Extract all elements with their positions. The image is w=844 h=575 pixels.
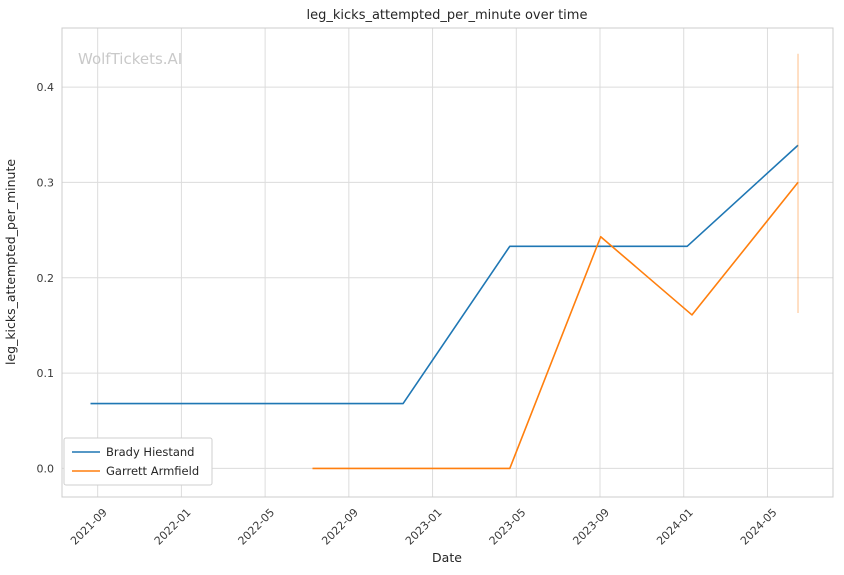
series-line-brady-hiestand xyxy=(90,144,799,405)
legend: Brady Hiestand Garrett Armfield xyxy=(63,437,213,486)
x-axis-label: Date xyxy=(432,550,462,565)
x-tick-label: 2023-01 xyxy=(403,506,445,548)
y-tick-label: 0.1 xyxy=(37,367,55,380)
legend-box xyxy=(63,437,213,486)
x-tick-label: 2022-05 xyxy=(236,506,278,548)
x-tick-label: 2023-05 xyxy=(487,506,529,548)
x-tick-label: 2023-09 xyxy=(570,506,612,548)
chart-title: leg_kicks_attempted_per_minute over time xyxy=(307,8,588,23)
y-tick-label: 0.4 xyxy=(37,81,55,94)
plot-border xyxy=(61,27,834,498)
y-tick-label: 0.0 xyxy=(37,462,55,475)
x-tick-label: 2024-01 xyxy=(654,506,696,548)
x-tick-label: 2024-05 xyxy=(738,506,780,548)
x-tick-label: 2021-09 xyxy=(68,506,110,548)
y-tick-label: 0.3 xyxy=(37,176,55,189)
legend-label-brady-hiestand: Brady Hiestand xyxy=(106,445,194,459)
x-tick-label: 2022-09 xyxy=(319,506,361,548)
x-tick-label: 2022-01 xyxy=(152,506,194,548)
watermark: WolfTickets.AI xyxy=(78,50,182,68)
series-line-garrett-armfield xyxy=(312,181,799,470)
legend-label-garrett-armfield: Garrett Armfield xyxy=(106,464,199,478)
y-tick-label: 0.2 xyxy=(37,272,55,285)
y-axis-label: leg_kicks_attempted_per_minute xyxy=(3,159,18,365)
